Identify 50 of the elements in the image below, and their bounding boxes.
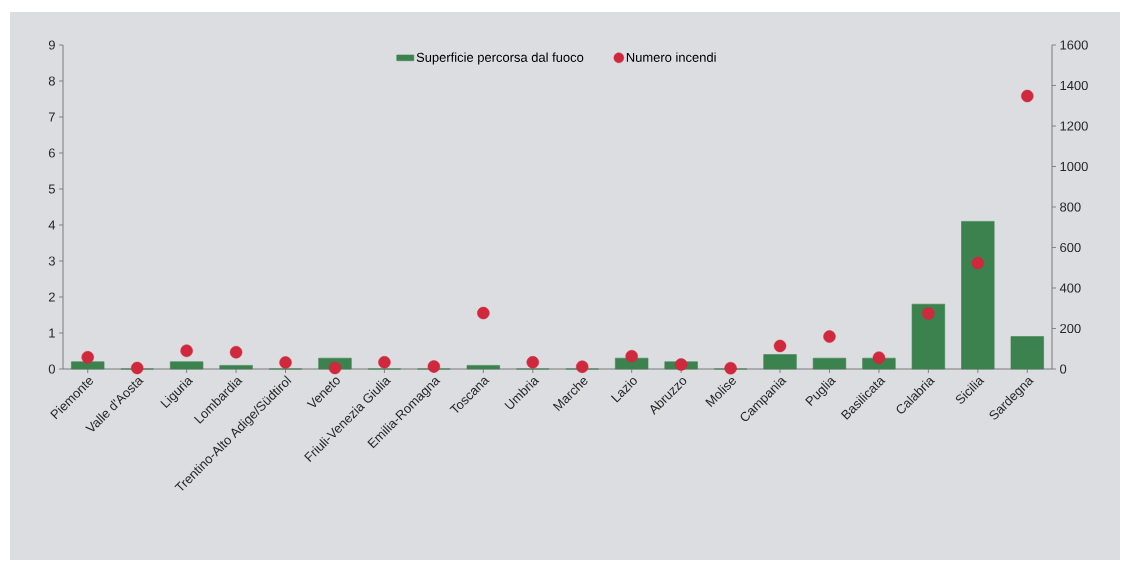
- y-tick-label: 7: [48, 112, 55, 122]
- y2-tick-label: 1400: [1060, 80, 1088, 91]
- bar: [812, 357, 847, 370]
- y2-tick-label: 0: [1060, 364, 1067, 374]
- y-tick-label: 0: [48, 364, 55, 374]
- point: [427, 360, 441, 373]
- y-tick-label: 6: [48, 148, 55, 158]
- bar: [71, 361, 105, 370]
- y-tick-label: 1: [49, 328, 55, 338]
- bar: [961, 221, 995, 370]
- point: [328, 361, 342, 375]
- y-tick-label: 5: [48, 184, 55, 194]
- point: [229, 345, 243, 359]
- y-tick-label: 9: [48, 40, 55, 50]
- point: [130, 361, 144, 375]
- point: [724, 361, 737, 375]
- legend-label: Superficie percorsa dal fuoco: [416, 52, 584, 65]
- point: [180, 344, 193, 357]
- point: [576, 360, 589, 373]
- point: [674, 358, 688, 371]
- y2-tick-label: 800: [1060, 202, 1081, 212]
- point: [872, 351, 886, 364]
- point: [971, 256, 985, 270]
- y2-tick-label: 200: [1060, 323, 1081, 334]
- bar: [466, 365, 500, 370]
- bar: [763, 354, 797, 370]
- y2-tick-label: 1600: [1060, 40, 1088, 50]
- y-tick-label: 8: [48, 76, 55, 86]
- point: [279, 356, 292, 369]
- point: [1021, 89, 1034, 103]
- point: [922, 307, 935, 320]
- point: [81, 351, 94, 364]
- point: [773, 339, 787, 353]
- y2-tick-label: 1200: [1060, 121, 1088, 131]
- point: [378, 356, 391, 369]
- y-tick-label: 3: [48, 256, 55, 266]
- bar: [219, 365, 253, 370]
- bar: [170, 361, 204, 370]
- legend-label: Numero incendi: [626, 52, 716, 62]
- point: [823, 330, 836, 343]
- point: [477, 306, 490, 320]
- y2-tick-label: 600: [1060, 242, 1081, 253]
- y-tick-label: 2: [48, 292, 55, 302]
- point: [625, 350, 638, 363]
- bar: [1010, 336, 1044, 370]
- y2-tick-label: 400: [1059, 283, 1081, 293]
- y2-tick-label: 1000: [1060, 161, 1088, 172]
- y-tick-label: 4: [48, 220, 56, 230]
- bar: [911, 303, 945, 370]
- point: [526, 356, 539, 369]
